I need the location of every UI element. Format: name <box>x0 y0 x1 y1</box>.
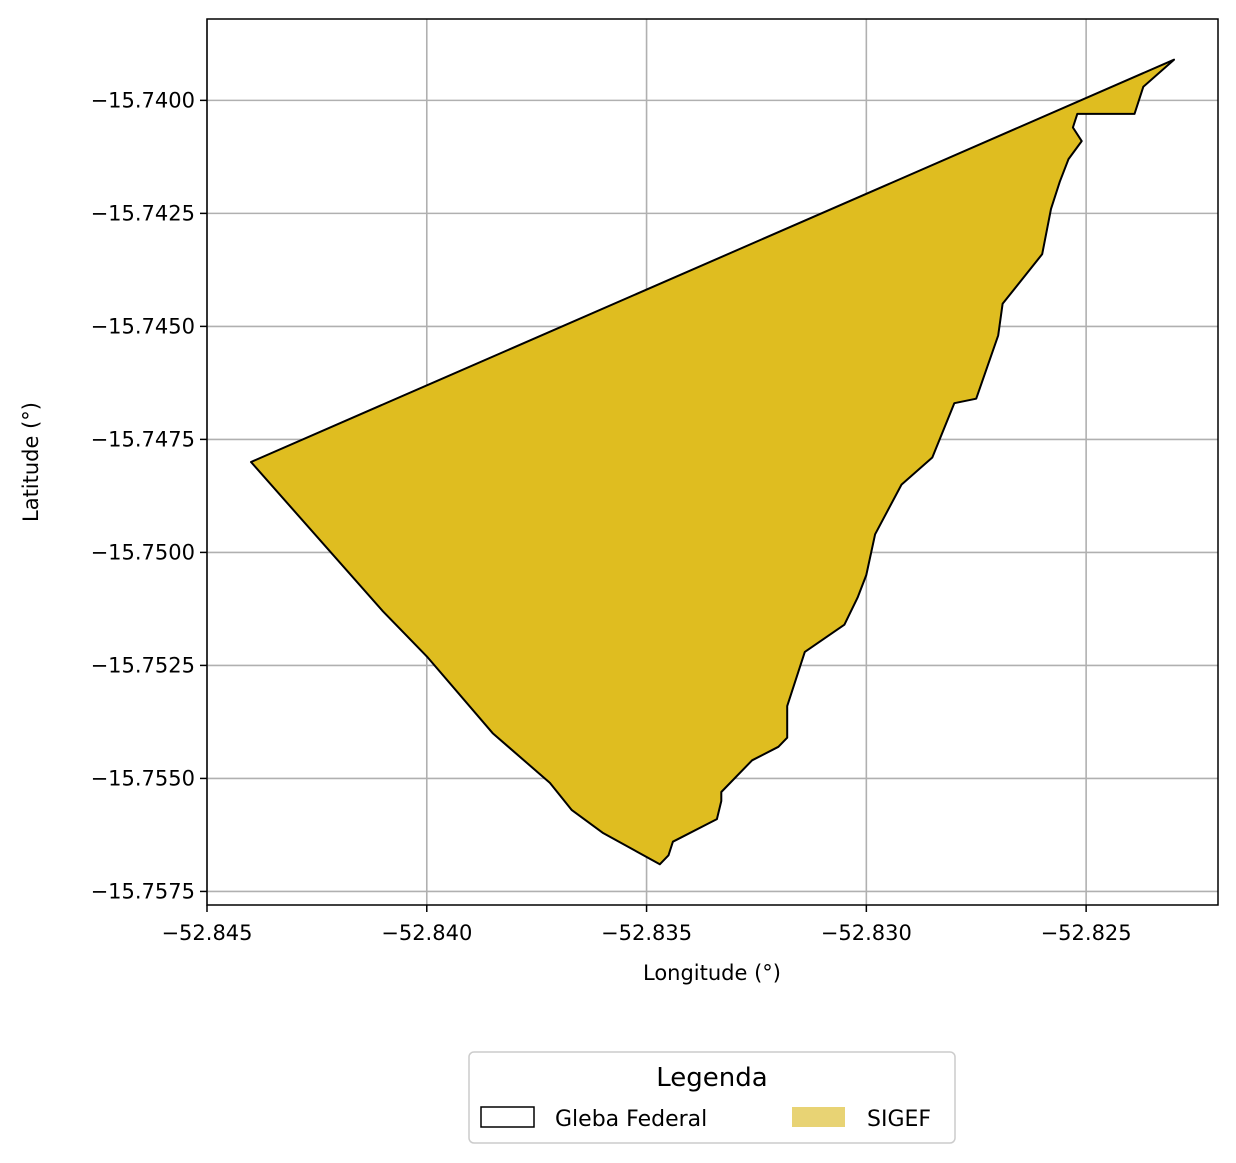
y-tick-label-3: −15.7475 <box>91 427 195 451</box>
legend-label-gleba-federal: Gleba Federal <box>555 1107 707 1132</box>
y-tick-label-7: −15.7575 <box>91 879 195 903</box>
y-tick-label-4: −15.7500 <box>91 540 195 564</box>
x-tick-label-4: −52.825 <box>1041 921 1132 945</box>
legend-swatch-sigef <box>792 1107 845 1127</box>
legend-label-sigef: SIGEF <box>867 1107 931 1132</box>
x-tick-label-0: −52.845 <box>161 921 252 945</box>
axes-frame <box>206 18 1219 906</box>
axis-ticks: −52.845 −52.840 −52.835 −52.830 −52.825 −15.7… <box>91 88 1132 945</box>
y-axis-label: Latitude (°) <box>19 402 43 522</box>
y-tick-label-1: −15.7425 <box>91 201 195 225</box>
x-tick-label-1: −52.840 <box>381 921 472 945</box>
polygon-sigef <box>250 58 1175 866</box>
polygon-layer <box>250 58 1175 866</box>
x-tick-label-3: −52.830 <box>821 921 912 945</box>
y-tick-label-5: −15.7525 <box>91 653 195 677</box>
legend-title: Legenda <box>656 1063 767 1093</box>
x-axis-label: Longitude (°) <box>643 961 781 985</box>
y-tick-label-0: −15.7400 <box>91 88 195 112</box>
legend: Legenda Gleba Federal SIGEF <box>468 1051 956 1144</box>
x-tick-label-2: −52.835 <box>601 921 692 945</box>
y-tick-label-6: −15.7550 <box>91 766 195 790</box>
legend-swatch-gleba-federal <box>480 1106 535 1128</box>
y-tick-label-2: −15.7450 <box>91 314 195 338</box>
